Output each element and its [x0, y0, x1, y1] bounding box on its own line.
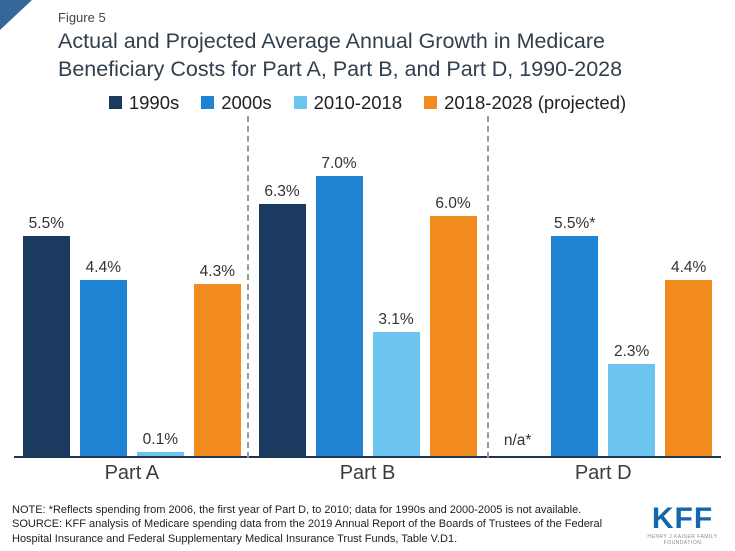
bar-value-label: 7.0%	[321, 154, 357, 172]
bar-slot: 0.1%	[136, 430, 184, 456]
chart-area: 5.5% 4.4% 0.1% 4.3% 6.3% 7.0% 3.1% 6.0% n/a* 5.5%…	[14, 115, 721, 458]
bar-group-part-b: 6.3% 7.0% 3.1% 6.0%	[250, 155, 486, 456]
bar-value-label: 4.4%	[671, 258, 707, 276]
bar-slot: 7.0%	[315, 154, 363, 456]
bar-group-part-d: n/a* 5.5%* 2.3% 4.4%	[485, 215, 721, 456]
category-label-part-d: Part D	[574, 461, 632, 484]
bar-2018-2028-projected-	[193, 283, 241, 456]
legend-item-2010-2018: 2010-2018	[293, 91, 403, 114]
category-label-part-a: Part A	[104, 461, 160, 484]
category-axis-labels: Part A Part B Part D	[14, 462, 721, 485]
bar-slot: n/a*	[494, 432, 541, 456]
footer: NOTE: *Reflects spending from 2006, the …	[12, 503, 725, 546]
legend-label: 2018-2028 (projected)	[444, 91, 627, 113]
category-label-part-b: Part B	[339, 461, 396, 484]
bar-value-label: 6.3%	[264, 182, 300, 200]
bar-slot: 4.4%	[79, 258, 127, 456]
bar-value-label: 5.5%	[28, 214, 64, 232]
kff-logo-text: KFF	[651, 501, 714, 535]
legend-item-2000s: 2000s	[201, 91, 272, 114]
bar-2000s	[551, 235, 599, 456]
bar-group-part-a: 5.5% 4.4% 0.1% 4.3%	[14, 215, 250, 456]
legend-swatch	[108, 96, 122, 110]
legend-item-1990s: 1990s	[108, 91, 180, 114]
bar-2000s	[315, 175, 363, 456]
bar-2010-2018	[372, 331, 420, 456]
legend-item-2018-2028-projected-: 2018-2028 (projected)	[424, 92, 626, 114]
bar-slot: 6.0%	[429, 194, 477, 456]
bar-2000s	[79, 279, 127, 456]
chart-groups: 5.5% 4.4% 0.1% 4.3% 6.3% 7.0% 3.1% 6.0% n/a* 5.5%…	[14, 126, 721, 458]
kff-logo: KFF HENRY J KAISER FAMILY FOUNDATION	[644, 501, 725, 546]
figure-number-label: Figure 5	[58, 10, 106, 25]
bar-value-label: 4.3%	[199, 262, 235, 280]
corner-accent-triangle	[0, 0, 32, 30]
bar-1990s	[258, 203, 306, 456]
legend-label: 2010-2018	[313, 91, 403, 113]
bar-value-label: n/a*	[503, 431, 532, 449]
bar-value-label: 4.4%	[85, 258, 121, 276]
bar-value-label: 6.0%	[435, 194, 471, 212]
bar-slot: 2.3%	[608, 342, 656, 456]
bar-value-label: 2.3%	[614, 342, 650, 360]
bar-slot: 6.3%	[258, 182, 306, 456]
bar-slot: 4.3%	[193, 262, 241, 456]
bar-2010-2018	[608, 363, 656, 456]
source-text: SOURCE: KFF analysis of Medicare spendin…	[12, 518, 603, 545]
legend-label: 1990s	[128, 91, 180, 113]
bar-value-label: 5.5%*	[553, 214, 596, 232]
bar-value-label: 0.1%	[142, 430, 178, 448]
legend-swatch	[424, 96, 438, 110]
footnotes: NOTE: *Reflects spending from 2006, the …	[12, 503, 644, 546]
legend-swatch	[201, 96, 215, 110]
bar-slot: 5.5%	[22, 214, 70, 456]
bar-2018-2028-projected-	[665, 279, 713, 456]
kff-logo-caption: HENRY J KAISER FAMILY FOUNDATION	[647, 534, 718, 546]
chart-legend: 1990s 2000s 2010-2018 2018-2028 (projected)	[0, 92, 735, 114]
group-separator-dashed-line	[486, 115, 489, 458]
bar-value-label: 3.1%	[378, 310, 414, 328]
note-text: NOTE: *Reflects spending from 2006, the …	[12, 504, 582, 517]
bar-slot: 4.4%	[665, 258, 713, 456]
legend-swatch	[293, 96, 307, 110]
bar-1990s	[22, 235, 70, 456]
group-separator-dashed-line	[246, 115, 249, 458]
legend-label: 2000s	[221, 91, 272, 113]
bar-slot: 3.1%	[372, 310, 420, 456]
bar-slot: 5.5%*	[551, 214, 599, 456]
bar-2018-2028-projected-	[429, 215, 477, 456]
chart-title: Actual and Projected Average Annual Grow…	[58, 29, 623, 81]
bar-2010-2018	[136, 451, 184, 456]
